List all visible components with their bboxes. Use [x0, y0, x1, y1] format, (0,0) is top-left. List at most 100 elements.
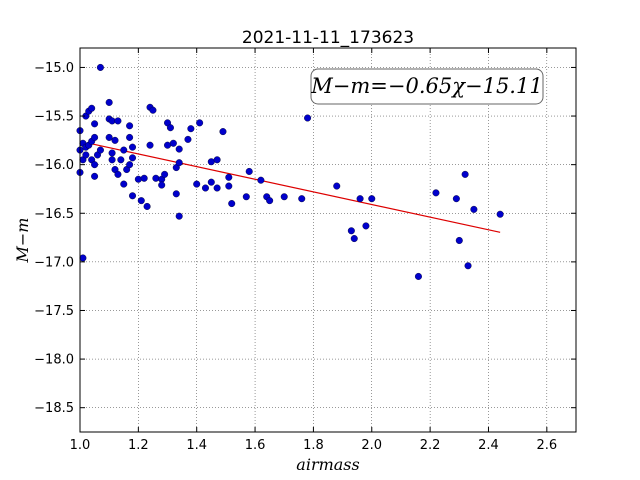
- data-point: [266, 197, 274, 205]
- data-point: [111, 136, 119, 144]
- y-tick-label: −16.5: [34, 207, 74, 222]
- data-point: [432, 189, 440, 197]
- x-tick-labels: 1.0 1.2 1.4 1.6 1.8 2.0 2.2 2.4 2.6: [70, 438, 558, 453]
- data-point: [149, 106, 157, 114]
- data-point: [452, 195, 460, 203]
- data-point: [298, 195, 306, 203]
- data-point: [134, 175, 142, 183]
- data-point: [126, 122, 134, 130]
- data-point: [152, 174, 160, 182]
- data-point: [304, 114, 312, 122]
- x-tick-label: 2.4: [478, 438, 499, 453]
- data-point: [213, 156, 221, 164]
- data-point: [245, 167, 253, 175]
- fit-annotation: M−m=−0.65χ−15.11: [310, 68, 544, 105]
- data-point: [91, 172, 99, 180]
- data-point: [175, 145, 183, 153]
- data-point: [82, 151, 90, 159]
- data-point: [175, 212, 183, 220]
- data-point: [143, 202, 151, 210]
- data-point: [461, 170, 469, 178]
- fit-line-layer: [88, 142, 501, 233]
- data-point: [496, 210, 504, 218]
- y-tick-label: −15.5: [34, 110, 74, 125]
- data-point: [114, 170, 122, 178]
- data-point: [414, 272, 422, 280]
- chart-title: 2021-11-11_173623: [242, 28, 414, 48]
- data-point: [140, 174, 148, 182]
- data-point: [79, 254, 87, 262]
- y-tick-label: −15.0: [34, 61, 74, 76]
- y-axis-label: M−m: [13, 218, 32, 264]
- data-point: [242, 193, 250, 201]
- data-point: [470, 205, 478, 213]
- data-point: [105, 98, 113, 106]
- data-point: [96, 146, 104, 154]
- y-tick-label: −18.5: [34, 401, 74, 416]
- y-tick-label: −17.0: [34, 255, 74, 270]
- data-point: [333, 182, 341, 190]
- data-point: [175, 159, 183, 167]
- x-axis-label: airmass: [296, 455, 359, 474]
- annotation-box: [310, 68, 544, 105]
- data-point: [280, 193, 288, 201]
- data-point: [108, 117, 116, 125]
- data-point: [225, 173, 233, 181]
- y-tick-label: −18.0: [34, 353, 74, 368]
- data-point: [172, 190, 180, 198]
- data-point: [184, 135, 192, 143]
- data-point: [126, 133, 134, 141]
- x-tick-label: 2.6: [536, 438, 557, 453]
- data-point: [225, 182, 233, 190]
- data-point: [88, 104, 96, 112]
- x-tick-label: 2.0: [361, 438, 382, 453]
- data-point: [169, 139, 177, 147]
- data-point: [158, 181, 166, 189]
- y-tick-labels: −15.0 −15.5 −16.0 −16.5 −17.0 −17.5 −18.0 −18.5: [34, 61, 74, 416]
- data-point: [164, 141, 172, 149]
- y-tick-label: −16.0: [34, 158, 74, 173]
- data-point: [207, 178, 215, 186]
- x-tick-label: 1.8: [303, 438, 324, 453]
- axis-ticks: [79, 48, 576, 432]
- data-point: [464, 262, 472, 270]
- data-point: [129, 143, 137, 151]
- x-tick-label: 2.2: [420, 438, 441, 453]
- data-point: [201, 184, 209, 192]
- data-point: [96, 63, 104, 71]
- data-point: [213, 184, 221, 192]
- points-layer: [76, 63, 504, 280]
- data-point: [120, 146, 128, 154]
- data-point: [196, 119, 204, 127]
- data-point: [129, 192, 137, 200]
- data-point: [114, 117, 122, 125]
- fit-equation: M−m=−0.65χ−15.11: [310, 74, 542, 98]
- data-point: [207, 158, 215, 166]
- data-point: [187, 125, 195, 133]
- x-tick-label: 1.0: [70, 438, 91, 453]
- data-point: [228, 200, 236, 208]
- x-tick-label: 1.2: [128, 438, 149, 453]
- data-point: [91, 133, 99, 141]
- data-point: [219, 128, 227, 136]
- data-point: [356, 195, 364, 203]
- data-point: [91, 120, 99, 128]
- x-tick-label: 1.6: [245, 438, 266, 453]
- data-point: [368, 195, 376, 203]
- plot-frame: [79, 47, 577, 433]
- data-point: [257, 176, 265, 184]
- data-point: [193, 180, 201, 188]
- data-point: [108, 149, 116, 157]
- data-point: [117, 156, 125, 164]
- data-point: [91, 161, 99, 169]
- data-point: [129, 154, 137, 162]
- data-point: [126, 161, 134, 169]
- data-point: [362, 222, 370, 230]
- data-point: [166, 124, 174, 132]
- x-tick-label: 1.4: [186, 438, 207, 453]
- y-tick-label: −17.5: [34, 304, 74, 319]
- fit-line: [88, 142, 501, 233]
- data-point: [108, 156, 116, 164]
- data-point: [137, 197, 145, 205]
